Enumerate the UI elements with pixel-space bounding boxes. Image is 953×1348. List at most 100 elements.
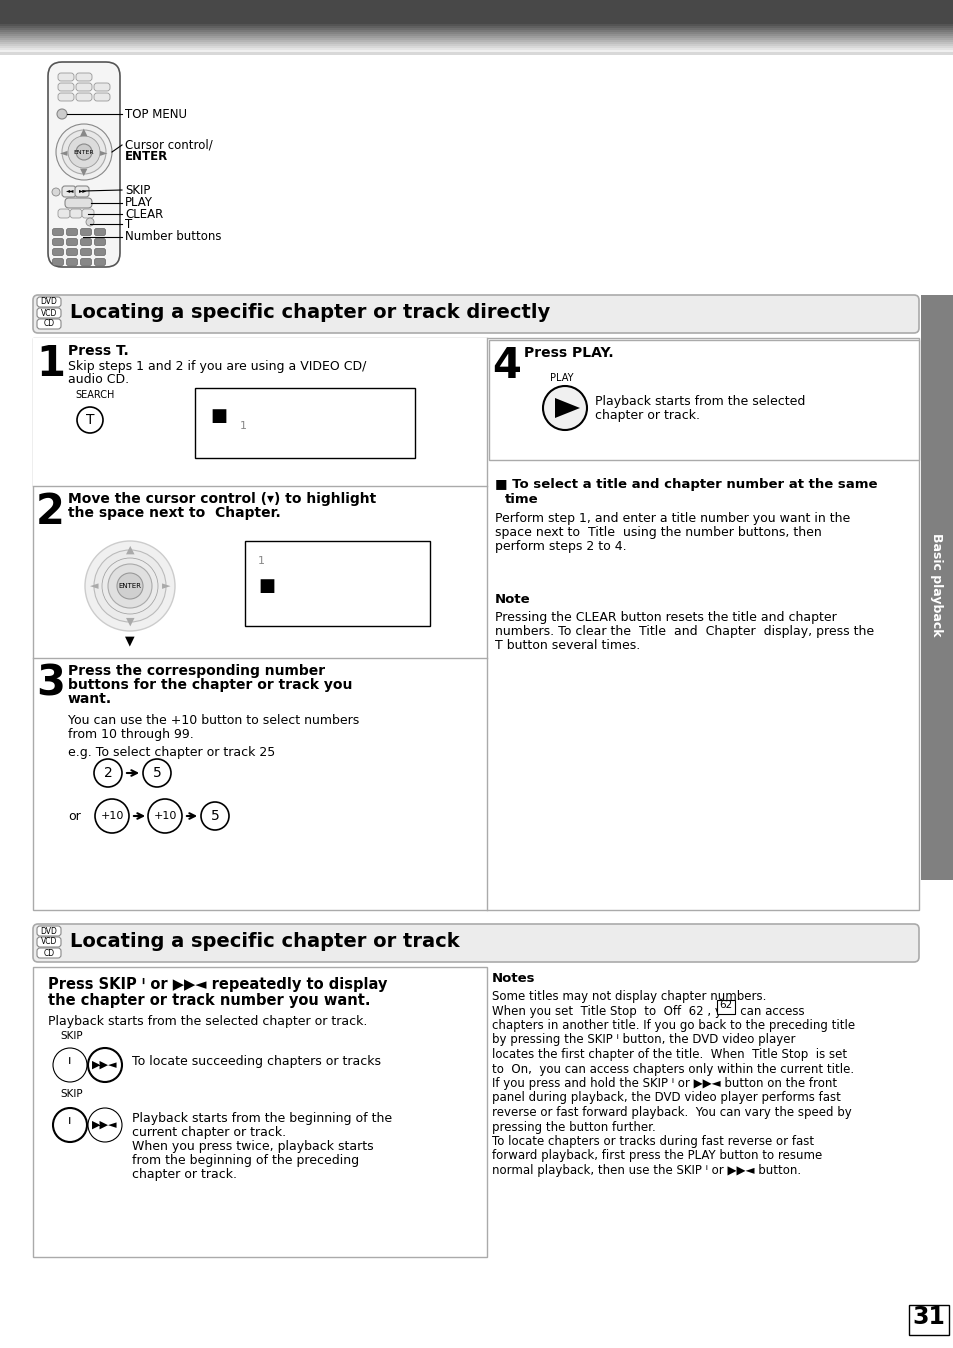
Text: chapter or track.: chapter or track. [595,408,700,422]
Bar [33,967,486,1256]
Bar [0,32,953,34]
Circle shape [52,187,60,195]
Bar [0,42,953,44]
Text: SEARCH: SEARCH [75,390,114,400]
Bar [0,36,953,38]
Circle shape [95,799,129,833]
FancyBboxPatch shape [58,84,74,92]
Bar [717,1000,734,1014]
Text: Basic playback: Basic playback [929,534,943,636]
Text: ▼: ▼ [80,167,88,177]
Text: Playback starts from the beginning of the: Playback starts from the beginning of th… [132,1112,392,1126]
Text: +10: +10 [153,811,176,821]
Text: to  On,  you can access chapters only within the current title.: to On, you can access chapters only with… [492,1062,853,1076]
Text: Press SKIP ᑊ or ▶▶◄ repeatedly to display: Press SKIP ᑊ or ▶▶◄ repeatedly to displa… [48,977,387,992]
Circle shape [57,109,67,119]
FancyBboxPatch shape [37,948,61,958]
FancyBboxPatch shape [37,319,61,329]
Text: SKIP: SKIP [125,183,151,197]
FancyBboxPatch shape [37,926,61,936]
Bar [245,541,430,625]
Text: Note: Note [495,593,530,607]
Text: want.: want. [68,692,112,706]
Text: DVD: DVD [41,298,57,306]
Text: numbers. To clear the  Title  and  Chapter  display, press the: numbers. To clear the Title and Chapter … [495,625,873,638]
Text: When you press twice, playback starts: When you press twice, playback starts [132,1140,374,1153]
FancyBboxPatch shape [67,229,77,236]
Bar [0,26,953,28]
Text: +10: +10 [100,811,124,821]
FancyBboxPatch shape [94,248,106,256]
Text: from the beginning of the preceding: from the beginning of the preceding [132,1154,358,1167]
Circle shape [56,124,112,181]
FancyBboxPatch shape [76,84,91,92]
Bar [0,44,953,46]
FancyBboxPatch shape [58,93,74,101]
Text: SKIP: SKIP [60,1031,83,1041]
Text: ▲: ▲ [80,127,88,137]
Text: Perform step 1, and enter a title number you want in the: Perform step 1, and enter a title number… [495,512,849,524]
Text: Move the cursor control (▾) to highlight: Move the cursor control (▾) to highlight [68,492,375,506]
FancyBboxPatch shape [37,937,61,948]
Text: Press PLAY.: Press PLAY. [523,346,613,360]
FancyBboxPatch shape [52,248,64,256]
FancyBboxPatch shape [80,229,91,236]
Text: 1: 1 [36,342,65,386]
Text: Press T.: Press T. [68,344,129,359]
FancyBboxPatch shape [94,229,106,236]
Bar [0,50,953,53]
FancyBboxPatch shape [33,923,918,962]
FancyBboxPatch shape [67,239,77,245]
Text: ■: ■ [210,407,227,425]
Bar [194,388,415,458]
Circle shape [62,129,106,174]
Bar [33,338,486,487]
FancyBboxPatch shape [67,259,77,266]
FancyBboxPatch shape [80,239,91,245]
Bar [0,38,953,40]
Text: pressing the button further.: pressing the button further. [492,1120,655,1134]
Text: PLAY: PLAY [550,373,573,383]
Bar [0,28,953,30]
Text: Cursor control/: Cursor control/ [125,139,213,151]
Bar [0,40,953,42]
Circle shape [53,1108,87,1142]
Text: PLAY: PLAY [125,197,152,209]
Text: or: or [68,810,81,822]
Bar [0,49,953,50]
Text: 2: 2 [36,491,65,532]
Text: chapters in another title. If you go back to the preceding title: chapters in another title. If you go bac… [492,1019,854,1033]
Text: ■: ■ [257,577,274,594]
FancyBboxPatch shape [52,259,64,266]
Circle shape [542,386,586,430]
Text: When you set  Title Stop  to  Off  62 , you can access: When you set Title Stop to Off 62 , you … [492,1004,803,1018]
Text: To locate succeeding chapters or tracks: To locate succeeding chapters or tracks [132,1055,380,1068]
Text: Pressing the CLEAR button resets the title and chapter: Pressing the CLEAR button resets the tit… [495,611,836,624]
Text: e.g. To select chapter or track 25: e.g. To select chapter or track 25 [68,745,275,759]
Text: Number buttons: Number buttons [125,231,221,244]
FancyBboxPatch shape [52,239,64,245]
Text: reverse or fast forward playback.  You can vary the speed by: reverse or fast forward playback. You ca… [492,1105,851,1119]
Text: by pressing the SKIP ᑊ button, the DVD video player: by pressing the SKIP ᑊ button, the DVD v… [492,1034,795,1046]
Text: VCD: VCD [41,937,57,946]
Text: DVD: DVD [41,926,57,936]
Text: 2: 2 [104,766,112,780]
Bar [0,0,953,22]
Circle shape [117,573,143,599]
Bar [0,24,953,26]
Text: current chapter or track.: current chapter or track. [132,1126,286,1139]
Circle shape [77,407,103,433]
Text: ENTER: ENTER [125,151,168,163]
Text: ◄◄: ◄◄ [66,189,74,194]
Text: ■ To select a title and chapter number at the same: ■ To select a title and chapter number a… [495,479,877,491]
Text: ▶▶◄: ▶▶◄ [92,1060,117,1070]
FancyBboxPatch shape [75,186,89,197]
Bar [908,1305,948,1335]
Bar [33,338,918,910]
Text: CD: CD [44,319,54,329]
Text: VCD: VCD [41,309,57,318]
FancyBboxPatch shape [37,307,61,318]
Text: buttons for the chapter or track you: buttons for the chapter or track you [68,678,352,692]
Text: 4: 4 [492,345,520,387]
FancyBboxPatch shape [80,248,91,256]
